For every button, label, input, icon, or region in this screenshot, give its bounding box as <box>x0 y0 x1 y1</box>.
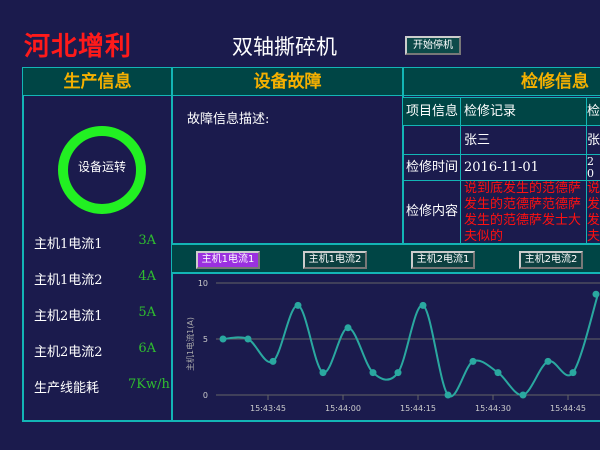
fault-description-label: 故障信息描述: <box>187 112 270 127</box>
content-cell: 说到底发生的范德萨发生的范德萨范德萨发生的范德萨发士大夫似的 <box>460 180 587 244</box>
status-text: 设备运转 <box>77 160 126 174</box>
data-point <box>369 369 377 377</box>
row-header <box>402 125 461 155</box>
production-header: 生产信息 <box>22 67 173 96</box>
data-point <box>592 290 600 298</box>
x-tick-label: 15:44:00 <box>325 404 361 413</box>
x-tick-label: 15:44:45 <box>550 404 586 413</box>
maintenance-header: 检修信息 <box>402 67 600 96</box>
metric-label: 生产线能耗 <box>34 381 100 396</box>
tab-host1-current1[interactable]: 主机1电流1 <box>196 251 260 269</box>
data-point <box>469 357 477 365</box>
tab-host2-current2[interactable]: 主机2电流2 <box>519 251 583 269</box>
page-title: 双轴撕碎机 <box>232 35 337 59</box>
y-tick-label: 10 <box>198 279 208 288</box>
tab-host2-current1[interactable]: 主机2电流1 <box>411 251 475 269</box>
column-header: 检 <box>586 97 600 126</box>
data-point <box>419 301 427 309</box>
series-line <box>222 293 599 398</box>
status-ring <box>58 126 146 214</box>
data-point <box>394 369 402 377</box>
y-tick-label: 0 <box>203 391 208 400</box>
metric-label: 主机2电流2 <box>34 345 103 360</box>
metric-label: 主机2电流1 <box>34 309 103 324</box>
column-header: 检修记录 <box>460 97 587 126</box>
metric-label: 主机1电流1 <box>34 237 103 252</box>
row-header: 项目信息 <box>402 97 461 126</box>
time-cell: 2016-11-01 <box>460 154 587 181</box>
data-point <box>569 369 577 377</box>
data-point <box>494 369 502 377</box>
data-point <box>294 301 302 309</box>
metric-label: 主机1电流2 <box>34 273 103 288</box>
data-point <box>444 391 452 399</box>
tab-host1-current2[interactable]: 主机1电流2 <box>303 251 367 269</box>
y-axis-label: 主机1电流1(A) <box>185 317 195 371</box>
data-point <box>269 357 277 365</box>
divider <box>402 67 404 244</box>
content-cell: 说发发夫 <box>586 180 600 244</box>
row-header: 检修时间 <box>402 154 461 181</box>
metric-value: 3A <box>138 233 156 248</box>
data-point <box>244 335 252 343</box>
brand-logo-text: 河北增利 <box>24 32 133 62</box>
data-point <box>319 369 327 377</box>
data-point <box>544 357 552 365</box>
x-tick-label: 15:44:15 <box>400 404 436 413</box>
row-header: 检修内容 <box>402 180 461 244</box>
data-point <box>519 391 527 399</box>
fault-header: 设备故障 <box>172 67 403 96</box>
start-stop-button[interactable]: 开始停机 <box>405 36 461 55</box>
metric-value: 5A <box>138 305 156 320</box>
person-cell: 张三 <box>460 125 587 155</box>
x-tick-label: 15:43:45 <box>250 404 286 413</box>
metric-value: 7Kw/h <box>128 377 170 392</box>
metric-value: 6A <box>138 341 156 356</box>
x-tick-label: 15:44:30 <box>475 404 511 413</box>
data-point <box>219 335 227 343</box>
person-cell: 张 <box>586 125 600 155</box>
time-cell: 20 <box>586 154 600 181</box>
metric-value: 4A <box>138 269 156 284</box>
data-point <box>344 324 352 332</box>
current-line-chart: 主机1电流1(A) 0 5 10 15:43:45 15:44:00 15:44:15 15… <box>185 279 600 413</box>
y-tick-label: 5 <box>203 335 208 344</box>
